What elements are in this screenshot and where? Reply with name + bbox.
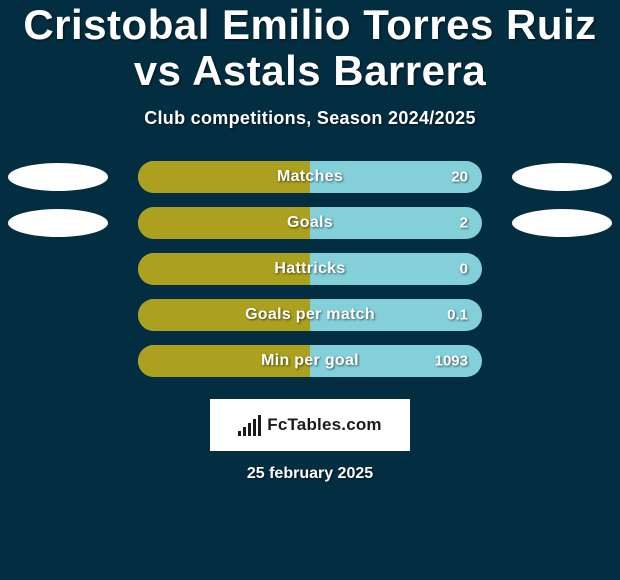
- bar-chart-icon: [238, 415, 261, 436]
- logo-box: FcTables.com: [210, 399, 410, 451]
- left-value-ellipse: [8, 209, 108, 237]
- stat-row: Hattricks 0: [0, 253, 620, 285]
- stat-bar-track: Hattricks 0: [138, 253, 482, 285]
- stat-label: Goals: [287, 214, 333, 232]
- stat-row: Goals per match 0.1: [0, 299, 620, 331]
- stat-label: Min per goal: [261, 352, 359, 370]
- stat-value-right: 2: [460, 215, 468, 232]
- comparison-infographic: Cristobal Emilio Torres Ruiz vs Astals B…: [0, 0, 620, 580]
- date-label: 25 february 2025: [0, 465, 620, 483]
- stat-label: Goals per match: [245, 306, 375, 324]
- stat-row: Min per goal 1093: [0, 345, 620, 377]
- stat-bar-track: Matches 20: [138, 161, 482, 193]
- stat-bar-track: Min per goal 1093: [138, 345, 482, 377]
- right-value-ellipse: [512, 163, 612, 191]
- stat-bar-left-fill: [138, 207, 310, 239]
- subtitle: Club competitions, Season 2024/2025: [0, 108, 620, 129]
- stats-rows: Matches 20 Goals 2 Hattricks 0 Goals per match…: [0, 161, 620, 377]
- stat-label: Hattricks: [274, 260, 345, 278]
- stat-label: Matches: [277, 168, 343, 186]
- logo-text: FcTables.com: [267, 415, 382, 435]
- stat-value-right: 0.1: [447, 307, 468, 324]
- page-title: Cristobal Emilio Torres Ruiz vs Astals B…: [0, 0, 620, 94]
- right-value-ellipse: [512, 209, 612, 237]
- stat-bar-track: Goals per match 0.1: [138, 299, 482, 331]
- stat-value-right: 0: [460, 261, 468, 278]
- stat-value-right: 1093: [435, 353, 468, 370]
- left-value-ellipse: [8, 163, 108, 191]
- stat-row: Goals 2: [0, 207, 620, 239]
- stat-value-right: 20: [451, 169, 468, 186]
- stat-bar-track: Goals 2: [138, 207, 482, 239]
- stat-row: Matches 20: [0, 161, 620, 193]
